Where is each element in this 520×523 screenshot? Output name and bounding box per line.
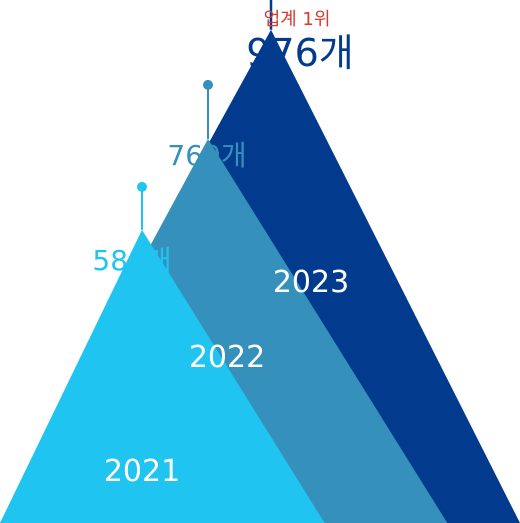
value-label-2021: 580개 [92,244,171,277]
year-label-2021: 2021 [104,454,180,489]
value-label-2023: 976개 [246,31,354,75]
industry-rank-badge: 업계 1위 [264,9,331,30]
value-pin-dot-2021 [137,181,147,192]
value-pin-dot-2022 [203,79,213,90]
peak-2021 [0,229,325,523]
value-label-2022: 760개 [167,139,246,172]
year-label-2022: 2022 [189,340,265,375]
year-label-2023: 2023 [273,265,349,300]
